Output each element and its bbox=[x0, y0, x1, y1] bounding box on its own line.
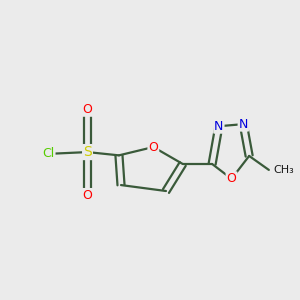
Text: CH₃: CH₃ bbox=[273, 165, 294, 175]
Text: O: O bbox=[82, 189, 92, 202]
Text: S: S bbox=[83, 145, 92, 159]
Text: O: O bbox=[148, 140, 158, 154]
Text: O: O bbox=[82, 103, 92, 116]
Text: Cl: Cl bbox=[42, 147, 55, 161]
Text: N: N bbox=[214, 120, 224, 133]
Text: N: N bbox=[238, 118, 248, 130]
Text: O: O bbox=[226, 172, 236, 185]
